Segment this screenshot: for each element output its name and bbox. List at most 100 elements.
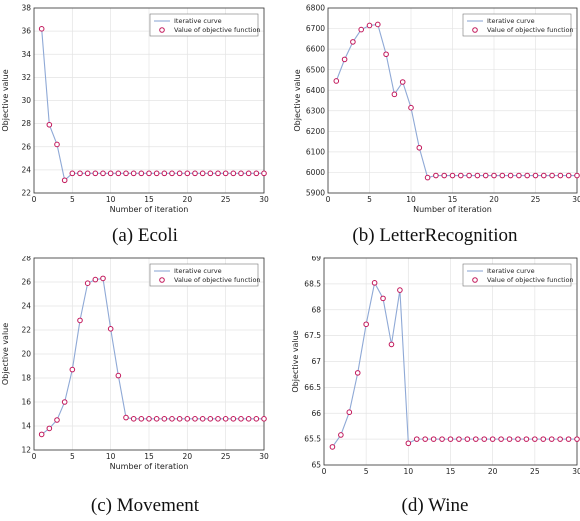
chart3-xaxis-label: Number of iteration [411, 477, 490, 478]
chart2-data-point [100, 275, 106, 282]
chart1-xtick-label: 30 [572, 195, 580, 204]
chart1-data-point [474, 172, 481, 179]
chart2-ytick-label: 28 [21, 256, 31, 263]
chart2-xtick-label: 20 [183, 452, 193, 461]
chart1-data-point [524, 172, 530, 179]
chart0-data-point [54, 141, 60, 148]
chart3-ytick-label: 66 [311, 409, 321, 418]
chart1-data-point [441, 172, 447, 179]
chart2-ytick-label: 16 [21, 398, 31, 407]
chart0-data-point [130, 170, 137, 177]
chart2-data-point [130, 416, 137, 422]
chart3-data-point [456, 436, 462, 442]
chart-svg-ecoli: 0 5 10 15 20 25 30 22 24 26 28 30 32 34 36 38 Number of … [1, 4, 269, 214]
chart2-legend-label-line: Iterative curve [174, 267, 222, 275]
chart1-data-point [358, 26, 364, 33]
chart3-xtick-label: 25 [530, 467, 540, 476]
chart1-data-point [574, 172, 580, 179]
chart3-data-point [447, 436, 454, 442]
chart3-xtick-label: 30 [572, 467, 580, 476]
chart1-data-point [433, 172, 439, 179]
chart2-data-point [215, 416, 221, 422]
chart1-data-point [507, 172, 514, 179]
chart0-data-point [238, 170, 244, 177]
chart2-yaxis-label: Objective value [1, 323, 10, 385]
chart2-xtick-label: 5 [70, 452, 75, 461]
chart2-legend-box [149, 263, 259, 287]
chart0-xtick-label: 10 [106, 195, 116, 204]
chart1-data-point [449, 172, 456, 179]
chart0-data-point [199, 170, 206, 177]
chart2-xtick-label: 15 [144, 452, 154, 461]
chart2-data-point [54, 417, 60, 423]
chart2-data-point [176, 416, 183, 422]
chart2-data-point [61, 399, 68, 405]
chart0-data-point [161, 170, 168, 177]
chart0-ytick-label: 24 [21, 165, 31, 174]
chart2-data-point [230, 416, 237, 422]
chart3-yaxis-label: Objective value [291, 330, 300, 392]
chart0-ytick-label: 30 [21, 96, 31, 105]
chart1-data-point [424, 174, 431, 181]
chart1-xtick-label: 15 [448, 195, 458, 204]
chart0-grid [33, 7, 265, 194]
chart3-data-point [397, 287, 403, 293]
chart1-data-point [341, 56, 348, 63]
chart2-data-point [192, 416, 198, 422]
chart1-ytick-label: 6200 [306, 127, 325, 136]
chart3-data-point [540, 436, 547, 442]
chart2-data-point [153, 416, 160, 422]
chart0-data-point [138, 170, 145, 177]
chart3-legend-label-markers: Value of objective function [487, 276, 574, 284]
chart2-data-point [222, 416, 229, 422]
chart3-data-point [346, 409, 353, 416]
chart0-ytick-label: 36 [21, 27, 31, 36]
chart-caption-letterrecognition: (b) LetterRecognition [352, 225, 518, 246]
chart0-data-point [123, 170, 129, 177]
chart-svg-letterrecognition: 0 5 10 15 20 25 30 5900 6000 6100 6200 6300 6400 6500… [293, 4, 580, 214]
chart3-data-point [354, 370, 361, 376]
chart1-data-point [499, 172, 506, 179]
chart-panel-letterrecognition: 0 5 10 15 20 25 30 5900 6000 6100 6200 6300 6400 6500… [290, 0, 580, 222]
chart2-data-point [146, 416, 152, 422]
chart0-legend-label-markers: Value of objective function [174, 26, 261, 34]
chart1-ytick-label: 6400 [306, 86, 325, 95]
chart3-xtick-label: 0 [322, 467, 327, 476]
chart1-ytick-label: 6600 [306, 45, 325, 54]
chart3-data-point [405, 440, 412, 447]
chart0-axes-box [33, 7, 265, 194]
chart0-data-point [69, 170, 76, 177]
chart0-xtick-label: 20 [183, 195, 193, 204]
chart0-yaxis-label: Objective value [1, 69, 10, 131]
chart2-series-line [41, 277, 264, 435]
chart3-data-point [574, 436, 580, 442]
chart1-data-point [416, 144, 423, 151]
chart1-xtick-label: 5 [367, 195, 372, 204]
chart0-data-point [261, 170, 267, 177]
chart1-data-point [408, 104, 414, 111]
chart2-data-point [207, 416, 214, 422]
chart2-legend-marker-swatch [159, 277, 165, 283]
chart-panel-wine: 0 5 10 15 20 25 30 65 65.5 66 66.5 67 67.5 68 68.5 69 Nu… [290, 256, 580, 478]
chart3-data-point [338, 432, 344, 438]
chart0-data-point [153, 170, 160, 177]
chart1-legend-label-markers: Value of objective function [487, 26, 574, 34]
chart0-data-point [184, 170, 191, 177]
chart1-data-point [399, 79, 406, 85]
chart1-data-point [383, 51, 389, 58]
chart0-data-point [107, 170, 114, 177]
chart3-data-point [532, 436, 538, 442]
chart1-xtick-label: 25 [531, 195, 541, 204]
chart1-data-point [482, 172, 489, 179]
chart3-ytick-label: 66.5 [304, 383, 321, 392]
chart3-ytick-label: 65.5 [304, 435, 321, 444]
chart0-data-point [230, 170, 237, 177]
chart0-legend-marker-swatch [159, 27, 165, 33]
chart1-series-line [335, 23, 577, 179]
chart2-xtick-label: 30 [259, 452, 269, 461]
chart1-xaxis-label: Number of iteration [413, 205, 492, 214]
chart3-data-point [498, 436, 504, 442]
chart0-data-point [253, 170, 260, 177]
chart0-legend-label-line: Iterative curve [174, 17, 222, 25]
